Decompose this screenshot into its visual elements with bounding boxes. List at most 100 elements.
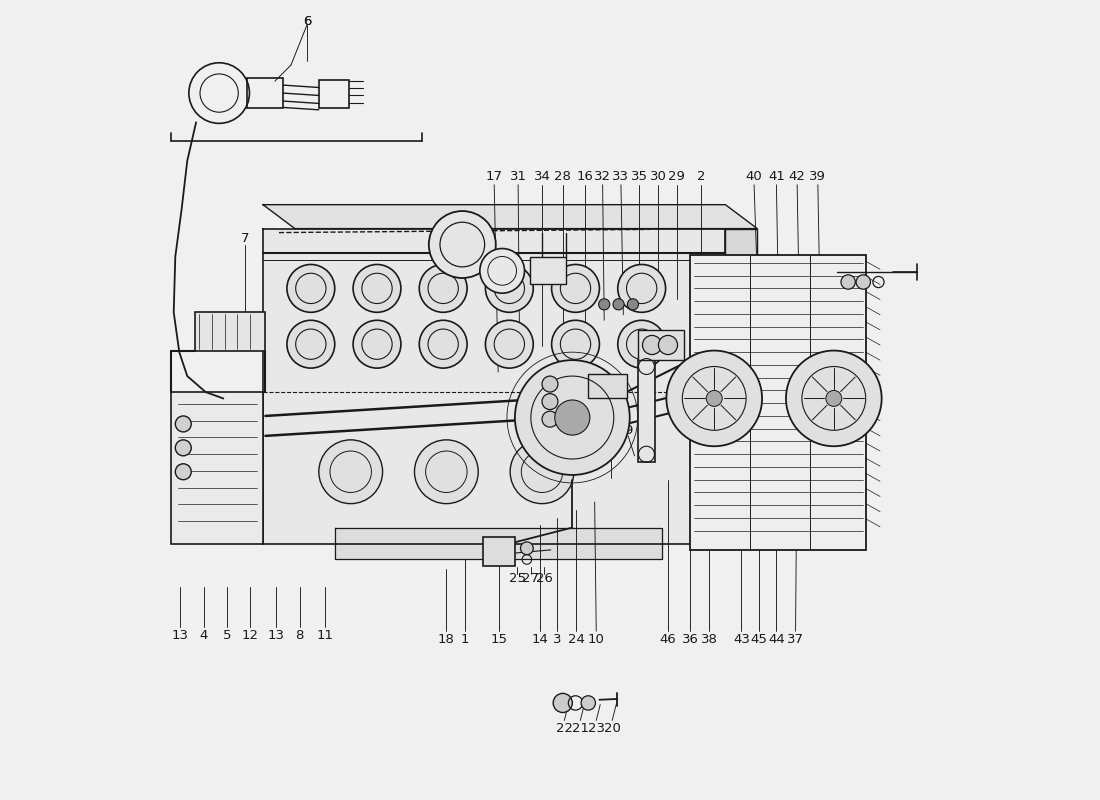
Text: 16: 16 — [576, 170, 594, 183]
Text: 11: 11 — [317, 629, 333, 642]
Bar — [638, 330, 684, 360]
Circle shape — [353, 320, 400, 368]
Circle shape — [553, 694, 572, 713]
Text: 20: 20 — [604, 722, 620, 735]
Circle shape — [786, 350, 881, 446]
Text: 5: 5 — [223, 629, 231, 642]
Text: 12: 12 — [242, 629, 258, 642]
Circle shape — [659, 335, 678, 354]
Text: 31: 31 — [509, 170, 527, 183]
Circle shape — [419, 265, 468, 312]
Text: 37: 37 — [786, 633, 804, 646]
Text: 33: 33 — [613, 170, 629, 183]
Text: 34: 34 — [534, 170, 550, 183]
Circle shape — [627, 298, 638, 310]
Text: 14: 14 — [532, 633, 549, 646]
Bar — [638, 360, 656, 462]
Text: 46: 46 — [660, 633, 676, 646]
Text: eurospares: eurospares — [295, 481, 487, 510]
Circle shape — [581, 696, 595, 710]
Text: 45: 45 — [750, 633, 768, 646]
Text: 13: 13 — [172, 629, 188, 642]
Text: 32: 32 — [594, 170, 612, 183]
Polygon shape — [725, 229, 757, 543]
Text: P6: P6 — [487, 547, 498, 556]
Circle shape — [613, 298, 624, 310]
Text: 22: 22 — [556, 722, 573, 735]
Text: 19: 19 — [602, 440, 619, 453]
Circle shape — [706, 390, 723, 406]
Text: 28: 28 — [554, 170, 571, 183]
Text: 30: 30 — [650, 170, 667, 183]
Text: eurospares: eurospares — [573, 290, 766, 319]
Text: 40: 40 — [746, 170, 762, 183]
Circle shape — [520, 542, 534, 554]
Polygon shape — [334, 527, 661, 559]
Circle shape — [353, 265, 400, 312]
Circle shape — [554, 400, 590, 435]
Bar — [691, 255, 866, 550]
Circle shape — [175, 416, 191, 432]
Text: 15: 15 — [491, 633, 507, 646]
Circle shape — [319, 440, 383, 504]
Bar — [248, 78, 283, 108]
Circle shape — [618, 265, 666, 312]
Bar — [588, 374, 627, 398]
Text: 7: 7 — [241, 233, 250, 246]
Text: 27: 27 — [522, 572, 539, 585]
Text: 13: 13 — [267, 629, 284, 642]
Text: 21: 21 — [572, 722, 588, 735]
Circle shape — [175, 464, 191, 480]
Text: 2: 2 — [697, 170, 706, 183]
Polygon shape — [263, 229, 725, 543]
Text: 26: 26 — [536, 572, 553, 585]
Circle shape — [551, 265, 600, 312]
Text: 36: 36 — [682, 633, 698, 646]
Bar — [483, 537, 515, 566]
Circle shape — [542, 394, 558, 410]
Circle shape — [485, 320, 534, 368]
Circle shape — [667, 350, 762, 446]
Text: 24: 24 — [568, 633, 585, 646]
Circle shape — [542, 376, 558, 392]
Text: 17: 17 — [486, 170, 503, 183]
Circle shape — [287, 320, 334, 368]
Text: 4: 4 — [200, 629, 208, 642]
Text: 10: 10 — [587, 633, 605, 646]
Circle shape — [415, 440, 478, 504]
Circle shape — [429, 211, 496, 278]
Text: 39: 39 — [810, 170, 826, 183]
Circle shape — [287, 265, 334, 312]
Circle shape — [510, 440, 574, 504]
Circle shape — [551, 320, 600, 368]
Circle shape — [419, 320, 468, 368]
Text: 8: 8 — [296, 629, 304, 642]
Bar — [195, 312, 265, 350]
Text: 6: 6 — [302, 15, 311, 28]
Circle shape — [515, 360, 629, 475]
Circle shape — [618, 320, 666, 368]
Text: 18: 18 — [438, 633, 454, 646]
Text: 6: 6 — [302, 15, 311, 28]
Circle shape — [642, 335, 661, 354]
Circle shape — [842, 275, 856, 289]
Bar — [172, 392, 263, 543]
Circle shape — [480, 249, 525, 293]
Text: 3: 3 — [553, 633, 561, 646]
Text: 25: 25 — [509, 572, 526, 585]
Text: 38: 38 — [701, 633, 718, 646]
Circle shape — [542, 411, 558, 427]
Circle shape — [175, 440, 191, 456]
Text: 41: 41 — [768, 170, 784, 183]
Text: eurospares: eurospares — [573, 481, 766, 510]
Text: 1: 1 — [461, 633, 469, 646]
Text: 43: 43 — [733, 633, 750, 646]
Text: 44: 44 — [768, 633, 784, 646]
Text: eurospares: eurospares — [295, 290, 487, 319]
Circle shape — [598, 298, 609, 310]
Bar — [530, 257, 565, 285]
Text: 29: 29 — [669, 170, 685, 183]
Circle shape — [485, 265, 534, 312]
Text: 35: 35 — [630, 170, 648, 183]
Polygon shape — [263, 205, 757, 229]
